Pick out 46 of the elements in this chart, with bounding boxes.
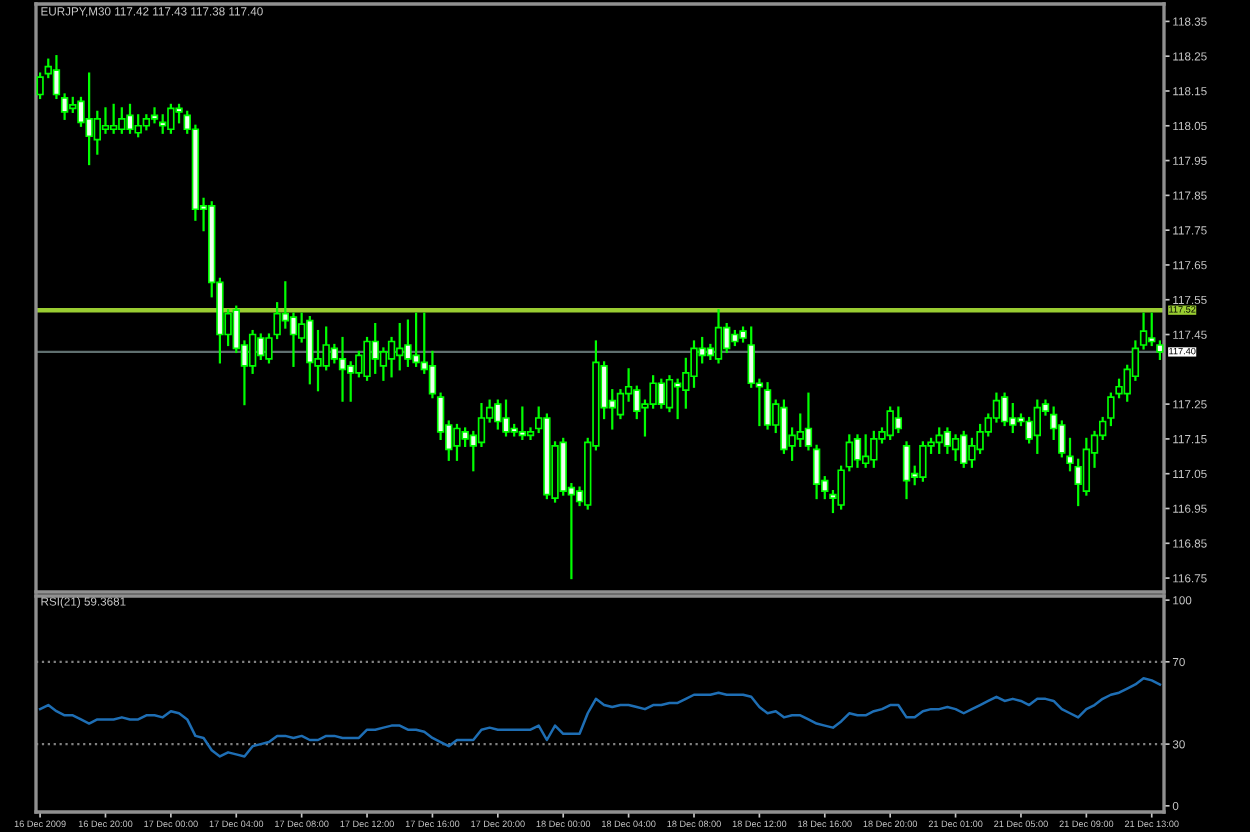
candlestick xyxy=(518,406,527,441)
line-series xyxy=(38,677,1162,758)
candlestick xyxy=(1148,312,1156,347)
candlestick xyxy=(85,72,93,166)
candlestick xyxy=(886,406,894,441)
candlestick xyxy=(338,336,347,402)
candlestick xyxy=(404,319,412,367)
candlestick xyxy=(657,378,666,409)
candlestick xyxy=(796,413,804,447)
candlestick xyxy=(502,399,510,437)
candlestick xyxy=(1033,399,1042,454)
candlestick xyxy=(1082,437,1091,496)
candlestick xyxy=(951,434,960,461)
candlestick xyxy=(257,333,265,360)
candlestick xyxy=(387,336,396,378)
candlestick xyxy=(919,441,927,482)
candlestick xyxy=(477,403,486,447)
candlestick xyxy=(371,322,379,374)
candlestick xyxy=(396,322,404,371)
candlestick xyxy=(412,312,420,367)
candlestick xyxy=(101,107,110,134)
candlestick xyxy=(150,107,159,124)
candlestick xyxy=(894,406,903,434)
candlestick xyxy=(861,434,870,468)
candlestick xyxy=(118,107,126,134)
candlestick xyxy=(853,434,862,468)
candlestick xyxy=(453,423,461,461)
candlestick xyxy=(109,103,118,134)
candlestick xyxy=(289,312,298,367)
candlestick xyxy=(960,430,968,468)
candlestick xyxy=(494,399,502,430)
candlestick xyxy=(167,103,175,134)
candlestick xyxy=(722,322,731,354)
candlestick xyxy=(665,375,674,413)
candlestick xyxy=(763,382,772,430)
candlestick xyxy=(714,309,723,364)
candlestick xyxy=(306,316,314,385)
candlestick xyxy=(870,430,878,468)
candlestick xyxy=(1000,392,1009,427)
candlestick xyxy=(935,427,943,454)
candlestick xyxy=(673,378,682,420)
candlestick xyxy=(902,441,911,500)
candlestick xyxy=(126,103,134,134)
candlestick xyxy=(780,399,788,454)
candlestick xyxy=(93,110,102,155)
candlestick xyxy=(943,427,952,454)
